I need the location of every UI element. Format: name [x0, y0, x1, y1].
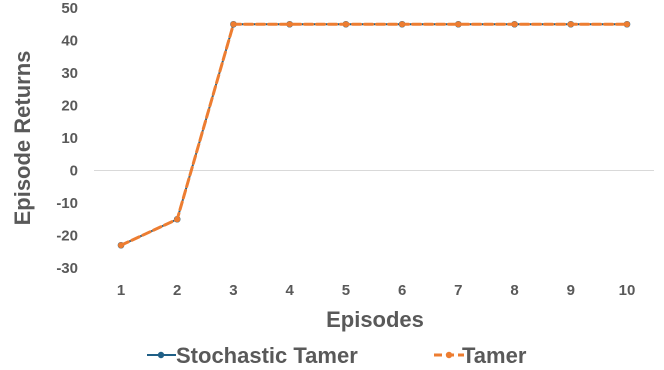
data-point-tamer [455, 21, 462, 28]
data-point-tamer [174, 216, 181, 223]
x-tick-label: 5 [342, 282, 350, 299]
x-tick-label: 8 [510, 282, 518, 299]
data-point-tamer [230, 21, 237, 28]
data-point-tamer [511, 21, 518, 28]
y-tick-label: -10 [56, 195, 78, 212]
y-tick-label: 0 [70, 163, 78, 180]
x-tick-label: 10 [619, 282, 636, 299]
x-tick-label: 2 [173, 282, 181, 299]
data-point-tamer [286, 21, 293, 28]
y-tick-label: 40 [61, 33, 78, 50]
data-point-tamer [567, 21, 574, 28]
legend: Stochastic Tamer Tamer [147, 343, 527, 368]
y-tick-label: -20 [56, 228, 78, 245]
y-tick-label: 20 [61, 98, 78, 115]
series-line-stochastic-tamer [120, 23, 628, 247]
x-tick-label: 4 [285, 282, 294, 299]
data-point-tamer [118, 242, 124, 249]
data-point-tamer [342, 21, 349, 28]
legend-item-stochastic-tamer: Stochastic Tamer [147, 343, 358, 368]
legend-marker-tamer [445, 351, 453, 359]
y-tick-label: -30 [56, 260, 78, 277]
x-tick-label: 3 [229, 282, 237, 299]
x-axis-title: Episodes [326, 307, 424, 332]
data-point-tamer [399, 21, 406, 28]
legend-label-stochastic-tamer: Stochastic Tamer [176, 343, 358, 368]
legend-item-tamer: Tamer [434, 343, 527, 368]
x-tick-label: 6 [398, 282, 406, 299]
y-tick-label: 30 [61, 65, 78, 82]
series-layer [117, 20, 631, 249]
x-tick-label: 7 [454, 282, 462, 299]
data-point-tamer [624, 21, 630, 28]
x-axis-ticks: 1 2 3 4 5 6 7 8 9 10 [117, 282, 636, 299]
y-axis-ticks: 50 40 30 20 10 0 -10 -20 -30 [56, 0, 78, 277]
x-tick-label: 9 [567, 282, 575, 299]
y-tick-label: 50 [61, 0, 78, 17]
legend-marker-stochastic-tamer [157, 351, 165, 359]
legend-label-tamer: Tamer [462, 343, 527, 368]
series-line-tamer [119, 22, 629, 247]
x-tick-label: 1 [117, 282, 125, 299]
y-axis-title: Episode Returns [10, 51, 35, 226]
y-tick-label: 10 [61, 130, 78, 147]
